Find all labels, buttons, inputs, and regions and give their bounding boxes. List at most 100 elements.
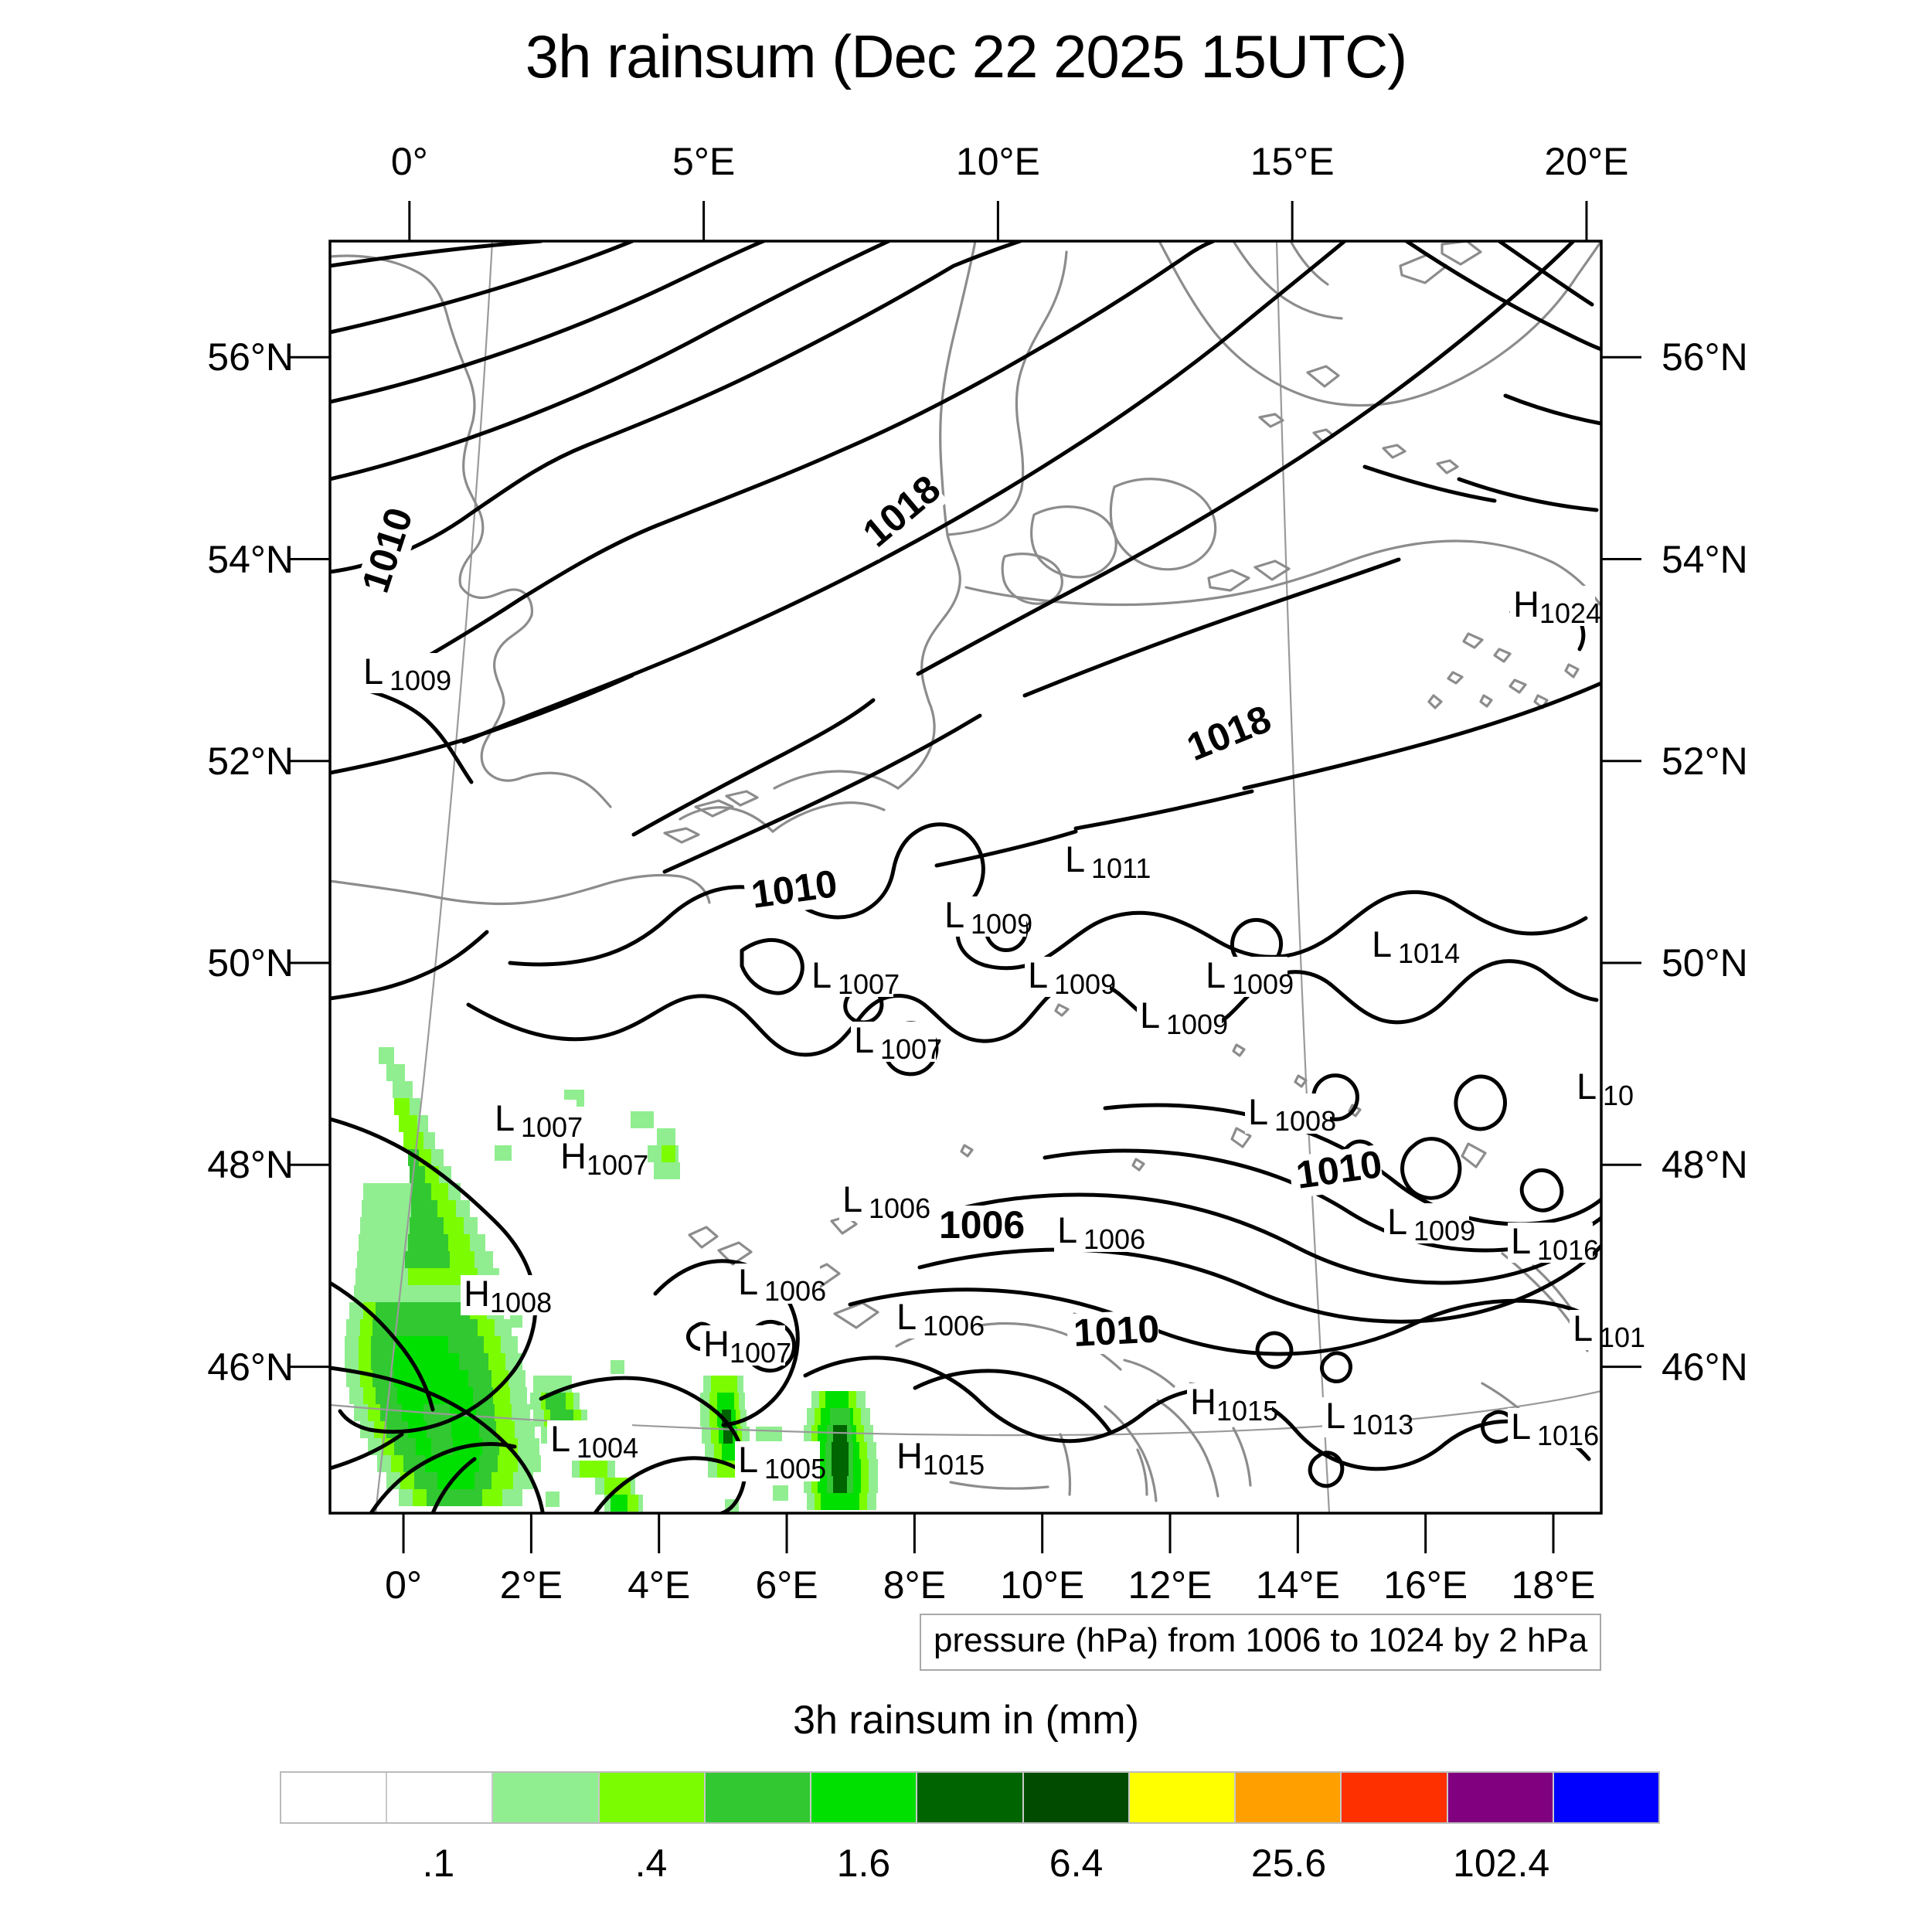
- bottom-axis-tick-label: 4°E: [628, 1563, 691, 1607]
- left-axis-tick-label: 54°N: [207, 537, 294, 581]
- marker-type-letter: L: [1248, 1091, 1268, 1132]
- marker-type-letter: H: [464, 1273, 490, 1314]
- marker-label-background: [893, 1437, 978, 1478]
- marker-pressure-value: 1013: [1352, 1409, 1413, 1440]
- chart-title: 3h rainsum (Dec 22 2025 15UTC): [525, 22, 1408, 90]
- marker-pressure-value: 1005: [764, 1453, 826, 1485]
- marker-type-letter: L: [738, 1439, 758, 1480]
- isobar-label-text: 1010: [1073, 1307, 1161, 1355]
- marker-label-background: [1570, 1310, 1640, 1350]
- isobar-label-background: [851, 469, 948, 560]
- high-pressure-marker: H 1015: [893, 1435, 985, 1481]
- right-axis-tick-label: 46°N: [1662, 1345, 1748, 1389]
- colorbar-cell: [703, 1773, 811, 1822]
- marker-pressure-value: 1006: [1083, 1223, 1145, 1255]
- marker-label-background: [808, 957, 893, 997]
- marker-label-background: [1384, 1203, 1469, 1243]
- marker-type-letter: H: [896, 1435, 923, 1476]
- marker-label-background: [1508, 1223, 1593, 1263]
- marker-pressure-value: 1004: [577, 1432, 638, 1464]
- right-axis-tick-label: 52°N: [1662, 739, 1748, 783]
- marker-type-letter: L: [1140, 995, 1160, 1036]
- low-pressure-marker: L 1016: [1508, 1406, 1599, 1451]
- marker-type-letter: L: [944, 894, 964, 935]
- bottom-axis-tick-label: 12°E: [1128, 1563, 1213, 1607]
- left-axis-tick-label: 56°N: [207, 335, 294, 379]
- marker-type-letter: L: [1577, 1066, 1597, 1107]
- bottom-axis-tick-label: 8°E: [883, 1563, 946, 1607]
- colorbar-tick-label: .1: [422, 1842, 455, 1885]
- bottom-axis-tick-label: 16°E: [1383, 1563, 1468, 1607]
- low-pressure-marker: L 1004: [547, 1418, 638, 1464]
- colorbar-tick-label: .4: [634, 1842, 668, 1885]
- low-pressure-marker: L 1009: [1202, 954, 1294, 1000]
- colorbar-cell: [597, 1773, 704, 1822]
- bottom-axis-tick-label: 6°E: [755, 1563, 818, 1607]
- marker-label-background: [735, 1264, 820, 1304]
- marker-type-letter: L: [1206, 954, 1226, 995]
- marker-pressure-value: 10: [1603, 1080, 1634, 1111]
- marker-type-letter: H: [1513, 583, 1539, 624]
- low-pressure-marker: L 1006: [1054, 1209, 1145, 1255]
- high-pressure-marker: H 1024: [1510, 583, 1601, 629]
- marker-pressure-value: 1015: [923, 1449, 985, 1481]
- left-axis-tick-label: 48°N: [207, 1143, 294, 1187]
- marker-type-letter: L: [1511, 1406, 1531, 1447]
- marker-label-background: [941, 896, 1026, 937]
- marker-type-letter: L: [1325, 1395, 1345, 1436]
- graticule: [330, 241, 1601, 1513]
- marker-pressure-value: 1006: [764, 1275, 826, 1307]
- left-axis-tick-label: 46°N: [207, 1345, 294, 1389]
- marker-label-background: [492, 1100, 577, 1140]
- marker-pressure-value: 1009: [1232, 968, 1294, 1000]
- marker-label-background: [461, 1275, 546, 1315]
- marker-label-background: [735, 1441, 820, 1481]
- marker-pressure-value: 1009: [1054, 968, 1116, 1000]
- marker-pressure-value: 101: [1599, 1321, 1645, 1353]
- colorbar-cell: [1128, 1773, 1235, 1822]
- isobar-inline-label: 1006: [933, 1203, 1025, 1247]
- low-pressure-marker: L 1016: [1508, 1220, 1599, 1266]
- bottom-axis-tick-label: 14°E: [1255, 1563, 1340, 1607]
- marker-type-letter: L: [854, 1019, 874, 1060]
- top-axis-tick-label: 15°E: [1250, 140, 1335, 183]
- marker-type-letter: L: [1387, 1201, 1407, 1242]
- map-frame: [328, 240, 1603, 1515]
- marker-type-letter: L: [363, 651, 383, 692]
- low-pressure-marker: L 1007: [808, 954, 900, 1000]
- marker-label-background: [557, 1138, 642, 1178]
- isobar-inline-label: 1010: [1066, 1307, 1161, 1356]
- marker-label-background: [1202, 957, 1287, 997]
- bottom-axis-tick-label: 0°: [385, 1563, 422, 1607]
- colorbar-title: 3h rainsum in (mm): [793, 1698, 1139, 1743]
- low-pressure-marker: L 1011: [1062, 838, 1151, 884]
- marker-label-background: [1137, 997, 1222, 1037]
- marker-label-background: [360, 653, 445, 693]
- marker-pressure-value: 1009: [1413, 1215, 1475, 1247]
- bottom-axis-tick-label: 18°E: [1511, 1563, 1596, 1607]
- low-pressure-marker: L 1007: [851, 1019, 942, 1065]
- low-pressure-marker: L 1009: [941, 894, 1032, 940]
- marker-type-letter: L: [1573, 1308, 1593, 1349]
- marker-type-letter: L: [495, 1097, 515, 1138]
- high-pressure-marker: H 1008: [461, 1273, 552, 1318]
- marker-type-letter: H: [1190, 1381, 1216, 1422]
- colorbar-tick-label: 1.6: [836, 1842, 891, 1885]
- top-axis-tick-label: 20°E: [1544, 140, 1629, 183]
- marker-type-letter: H: [560, 1135, 587, 1176]
- isobar-label-background: [743, 864, 839, 918]
- low-pressure-marker: L 1005: [735, 1439, 826, 1485]
- colorbar-cell: [1340, 1773, 1447, 1822]
- marker-label-background: [700, 1325, 785, 1366]
- low-pressure-marker: L 1009: [1384, 1201, 1475, 1247]
- marker-pressure-value: 1009: [971, 908, 1032, 940]
- marker-label-background: [893, 1298, 978, 1338]
- marker-type-letter: H: [703, 1323, 730, 1364]
- high-pressure-marker: H 1007: [557, 1135, 648, 1181]
- low-pressure-marker: L 1006: [893, 1296, 985, 1342]
- marker-label-background: [1025, 957, 1110, 997]
- marker-label-background: [1322, 1397, 1407, 1437]
- colorbar-cell: [281, 1773, 386, 1822]
- colorbar-cell: [492, 1773, 598, 1822]
